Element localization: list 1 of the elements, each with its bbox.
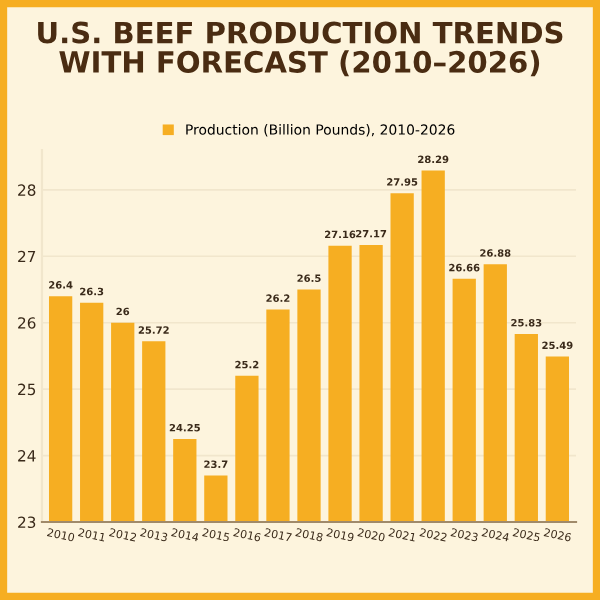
chart-title: U.S. BEEF PRODUCTION TRENDS WITH FORECAST (2010–2026) <box>38 21 563 77</box>
